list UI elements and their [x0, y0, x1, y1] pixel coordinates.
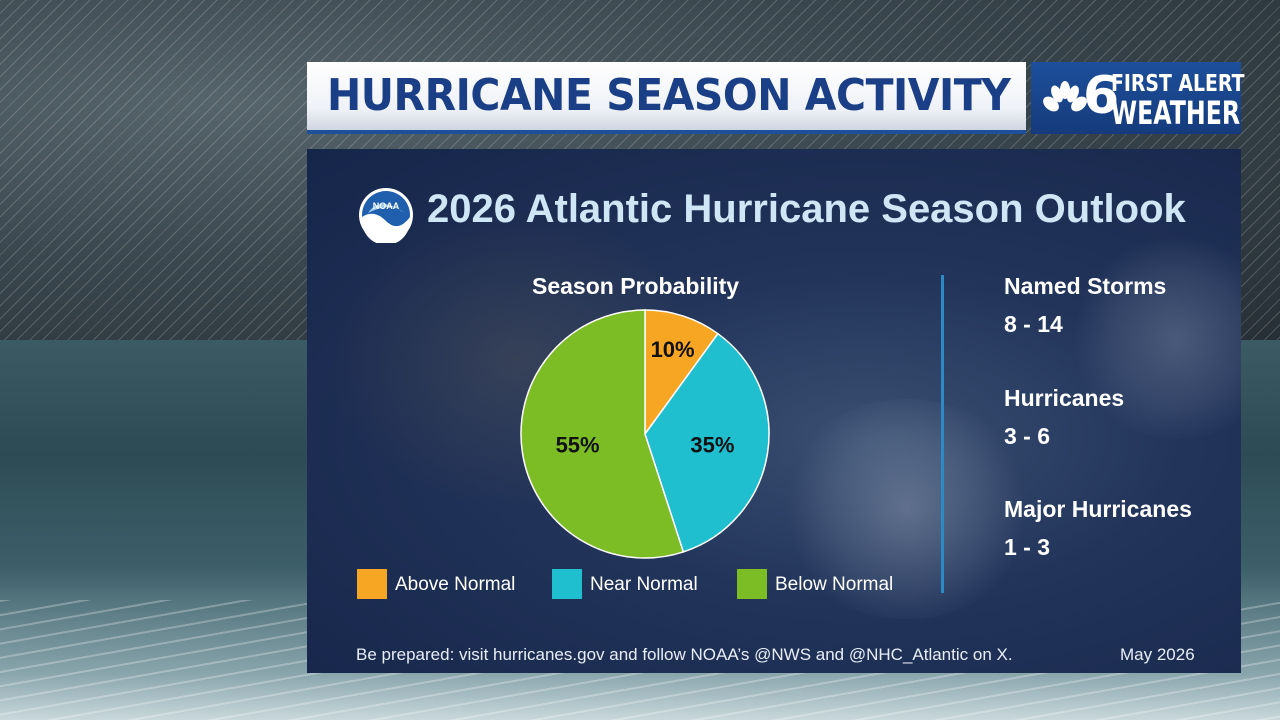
brand-line-1: FIRST ALERT — [1111, 71, 1245, 97]
footer-date: May 2026 — [1120, 645, 1195, 664]
pie-label-near-normal: 35% — [690, 433, 734, 458]
stat-label-major-hurricanes: Major Hurricanes — [1004, 496, 1192, 522]
pie-label-below-normal: 55% — [556, 433, 600, 458]
pie-slice-near-normal — [644, 332, 770, 553]
stat-label-named-storms: Named Storms — [1004, 273, 1167, 299]
divider-line — [941, 275, 944, 593]
pie-slice-below-normal — [520, 309, 685, 559]
outlook-title: 2026 Atlantic Hurricane Season Outlook — [427, 187, 1186, 231]
satellite-storm-2 — [1067, 239, 1241, 439]
probability-pie-chart: 10% 35% 55% — [520, 309, 770, 559]
satellite-storm-1 — [777, 399, 1037, 619]
legend-label: Near Normal — [590, 574, 698, 595]
outlook-panel: NOAA 2026 Atlantic Hurricane Season Outl… — [307, 149, 1241, 673]
chart-title: Season Probability — [532, 273, 740, 299]
legend-label: Below Normal — [775, 574, 894, 595]
pie-label-above-normal: 10% — [651, 337, 695, 362]
header-title: HURRICANE SEASON ACTIVITY — [327, 70, 1011, 121]
stat-value-named-storms: 8 - 14 — [1004, 311, 1063, 337]
brand-line-2: WEATHER — [1111, 94, 1241, 132]
legend-swatch — [357, 569, 387, 599]
header-title-bar: HURRICANE SEASON ACTIVITY — [307, 62, 1026, 134]
stat-value-hurricanes: 3 - 6 — [1004, 423, 1051, 449]
stat-label-hurricanes: Hurricanes — [1004, 385, 1125, 411]
legend-swatch — [552, 569, 582, 599]
footer-message: Be prepared: visit hurricanes.gov and fo… — [356, 645, 1013, 664]
station-logo: 6 FIRST ALERT WEATHER — [1031, 62, 1245, 134]
legend-swatch — [737, 569, 767, 599]
channel-number: 6 — [1083, 66, 1120, 126]
pie-slice-above-normal — [644, 309, 719, 437]
stat-value-major-hurricanes: 1 - 3 — [1004, 534, 1051, 560]
noaa-logo-icon: NOAA — [359, 188, 413, 243]
noaa-logo-text: NOAA — [373, 201, 400, 211]
legend-label: Above Normal — [395, 574, 516, 595]
peacock-icon — [1043, 81, 1087, 112]
